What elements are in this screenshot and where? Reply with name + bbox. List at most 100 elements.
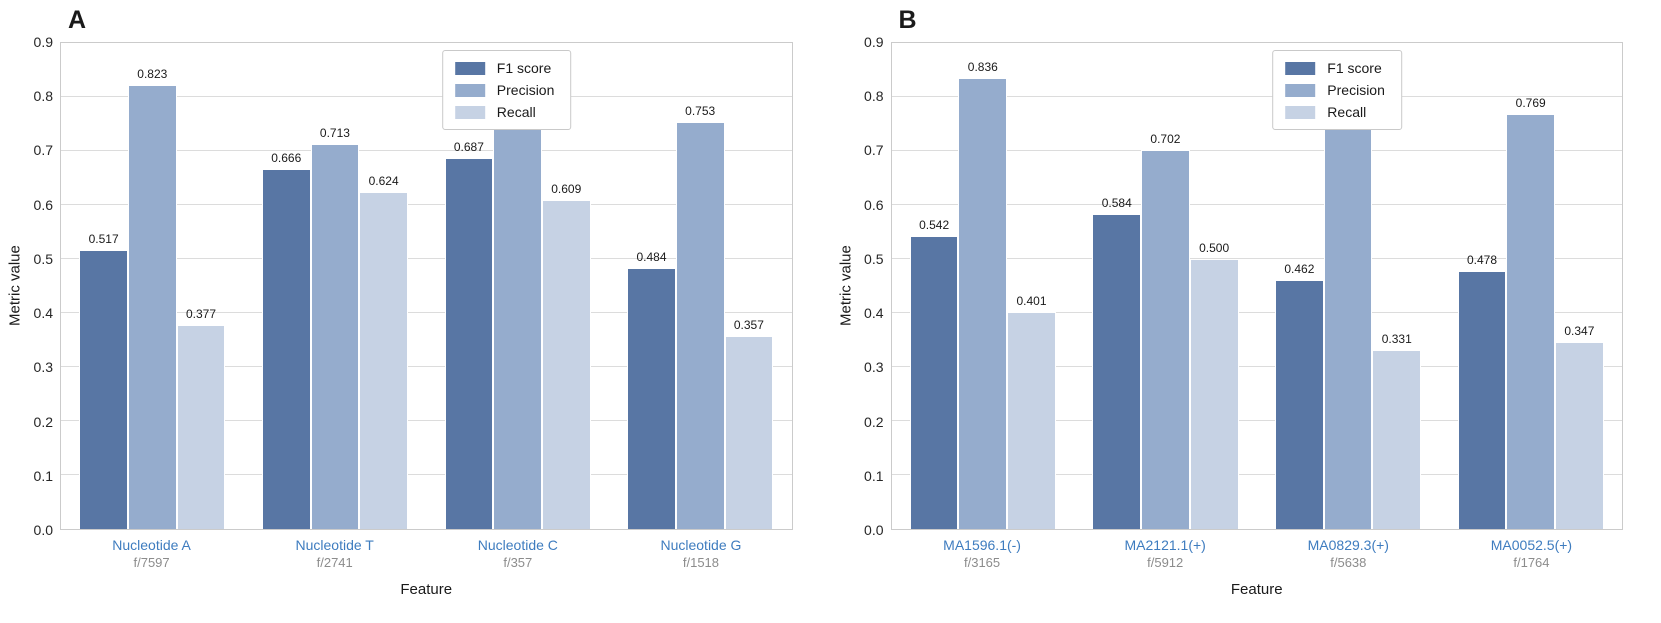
- x-tick-sublabel: f/5912: [1147, 555, 1184, 571]
- bar-groups: 0.5170.8230.3770.6660.7130.6240.6870.787…: [61, 43, 792, 529]
- gridline: [61, 204, 792, 206]
- bar-cell: 0.609: [541, 43, 591, 529]
- x-axis-label: Feature: [400, 581, 453, 599]
- bar-group: 0.484 0.753 0.357: [627, 43, 774, 529]
- y-tick-label: 0.0: [33, 522, 53, 538]
- legend: F1 score Precision Recall: [1272, 50, 1402, 130]
- legend-item: Recall: [1285, 105, 1385, 119]
- gridline: [891, 312, 1622, 313]
- legend-label: Recall: [496, 104, 536, 120]
- gridline: [61, 150, 792, 151]
- legend-label: Precision: [496, 82, 555, 98]
- bar-precision: [310, 143, 360, 529]
- y-axis-label: Metric value: [837, 245, 854, 327]
- x-tick-label: Nucleotide C: [477, 537, 558, 553]
- x-tick-label: Nucleotide A: [112, 537, 191, 553]
- x-tick-sublabel: f/7597: [133, 555, 170, 571]
- bar-cell: 0.500: [1189, 43, 1239, 529]
- bar-recall: [541, 200, 591, 529]
- bar-precision: [1506, 113, 1556, 529]
- legend-swatch: [1285, 105, 1316, 119]
- bar-value-label: 0.542: [919, 218, 950, 233]
- x-axis-label: Feature: [1230, 581, 1283, 599]
- category-slot: 0.517 0.823 0.377: [61, 43, 244, 529]
- bar-cell: 0.357: [724, 43, 774, 529]
- y-tick-label: 0.4: [864, 305, 884, 322]
- plot-column: 0.542 0.836 0.401 0.584 0.702 0.500 0.462 0.769…: [890, 42, 1623, 599]
- bar-value-label: 0.517: [88, 231, 119, 246]
- bar-recall: [1372, 350, 1422, 529]
- x-tick-label: MA1596.1(-): [943, 537, 1021, 553]
- bar-cell: 0.478: [1457, 43, 1507, 529]
- category-slot: 0.542 0.836 0.401: [892, 43, 1075, 529]
- x-tick-sublabel: f/1518: [682, 555, 720, 571]
- bar-value-label: 0.702: [1150, 131, 1181, 146]
- panel-letter: B: [898, 6, 918, 34]
- bar-value-label: 0.331: [1381, 332, 1412, 347]
- x-tick-label: Nucleotide T: [295, 537, 374, 553]
- bar-value-label: 0.713: [319, 125, 350, 140]
- gridline: [891, 420, 1622, 421]
- bar-f1-score: [1457, 270, 1507, 529]
- bar-f1-score: [444, 158, 494, 529]
- x-tick-sublabel: f/3165: [963, 555, 1001, 571]
- y-tick-label: 0.6: [864, 196, 884, 213]
- bar-cell: 0.687: [444, 43, 494, 529]
- bar-recall: [359, 192, 408, 529]
- category-slot: 0.666 0.713 0.624: [244, 43, 427, 529]
- bar-f1-score: [1275, 279, 1324, 529]
- category-slot: 0.462 0.769 0.331: [1257, 43, 1440, 529]
- bar-group: 0.462 0.769 0.331: [1275, 43, 1422, 529]
- y-tick-label: 0.5: [864, 250, 884, 267]
- bar-group: 0.542 0.836 0.401: [909, 43, 1056, 529]
- bar-f1-score: [1092, 213, 1142, 529]
- bar-precision: [1141, 149, 1190, 529]
- y-axis-label: Metric value: [6, 245, 24, 327]
- legend-swatch: [1285, 61, 1316, 75]
- x-tick: Nucleotide C f/357: [426, 537, 609, 569]
- plot-area: 0.5170.8230.3770.6660.7130.6240.6870.787…: [60, 42, 793, 530]
- gridline: [61, 96, 792, 97]
- x-tick: Nucleotide T f/2741: [243, 537, 426, 569]
- y-axis-ticks: 0.0 0.1 0.2 0.3 0.4 0.5 0.6 0.7 0.8 0.9: [857, 35, 891, 537]
- bar-cell: 0.836: [958, 43, 1008, 529]
- y-axis-ticks: 0.0 0.1 0.2 0.3 0.4 0.5 0.6 0.7 0.8 0.9: [26, 35, 60, 537]
- x-tick-sublabel: f/1764: [1513, 555, 1550, 571]
- bar-group: 0.584 0.702 0.500: [1092, 43, 1239, 529]
- y-tick-label: 0.6: [33, 196, 53, 213]
- bar-value-label: 0.484: [636, 249, 667, 264]
- bar-cell: 0.666: [261, 43, 311, 529]
- y-tick-label: 0.5: [33, 250, 53, 267]
- legend-item: Recall: [454, 104, 555, 120]
- y-tick-label: 0.9: [33, 34, 53, 50]
- bar-value-label: 0.377: [186, 307, 217, 322]
- plot-area: 0.542 0.836 0.401 0.584 0.702 0.500 0.462 0.769…: [890, 42, 1623, 530]
- bar-value-label: 0.478: [1466, 252, 1497, 267]
- x-tick-label: MA0052.5(+): [1490, 537, 1573, 553]
- panel-A: A Metric value 0.0 0.1 0.2 0.3 0.4 0.5 0.6 0.7 0…: [6, 6, 793, 598]
- bar-value-label: 0.753: [685, 104, 716, 119]
- legend-label: F1 score: [496, 60, 552, 76]
- gridline: [61, 312, 792, 313]
- bar-value-label: 0.347: [1564, 323, 1595, 338]
- y-tick-label: 0.3: [33, 359, 53, 376]
- y-tick-label: 0.0: [864, 522, 884, 538]
- bar-cell: 0.331: [1372, 43, 1422, 529]
- bar-cell: 0.823: [127, 43, 177, 529]
- gridline: [61, 474, 792, 475]
- panel-body: Metric value 0.0 0.1 0.2 0.3 0.4 0.5 0.6 0.7 0.8…: [835, 35, 1661, 599]
- bar-value-label: 0.357: [733, 318, 764, 333]
- gridline: [891, 150, 1622, 151]
- bar-cell: 0.753: [675, 43, 725, 529]
- x-tick: Nucleotide G f/1518: [609, 537, 792, 569]
- y-tick-label: 0.8: [864, 88, 884, 105]
- y-tick-label: 0.1: [864, 467, 884, 484]
- gridline: [61, 420, 792, 421]
- gridline: [891, 258, 1622, 259]
- bar-recall: [1007, 312, 1056, 529]
- bar-cell: 0.462: [1275, 43, 1324, 529]
- bar-cell: 0.401: [1007, 43, 1056, 529]
- plot-column: 0.5170.8230.3770.6660.7130.6240.6870.787…: [60, 42, 793, 598]
